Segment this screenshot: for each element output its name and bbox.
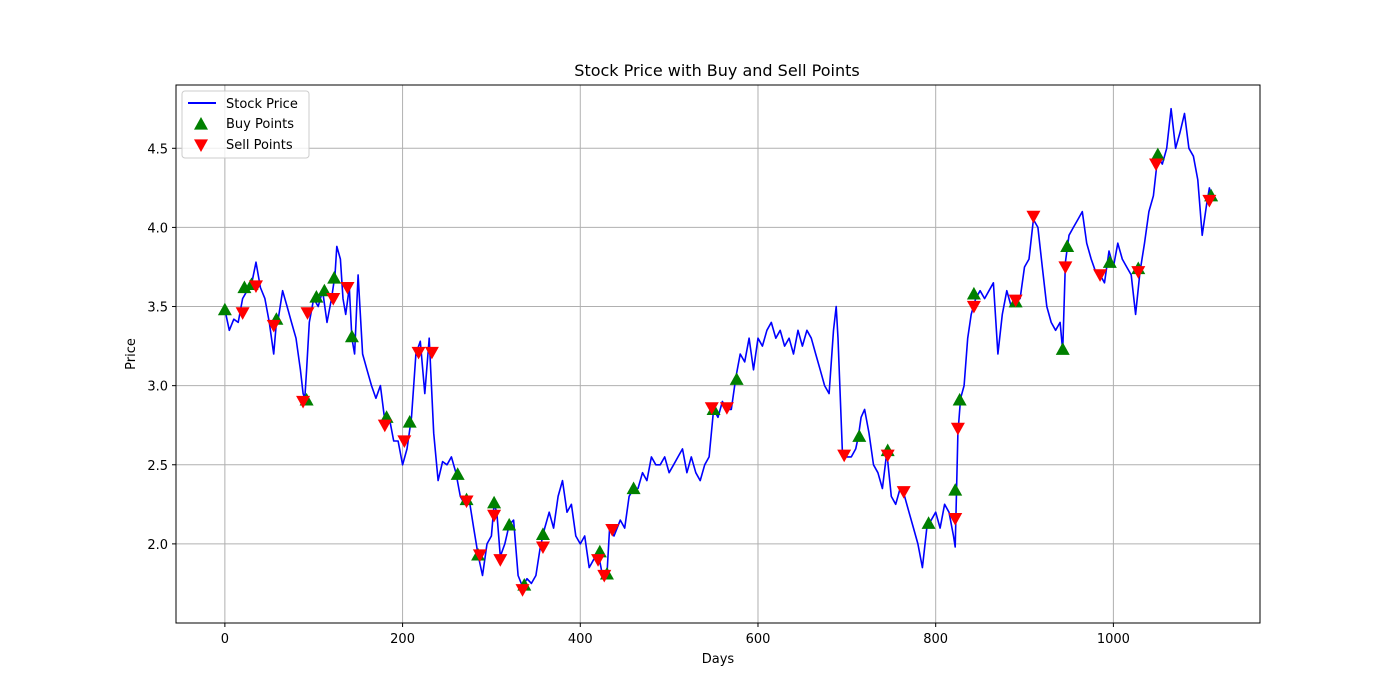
x-axis-label: Days <box>702 652 735 667</box>
buy-point-marker <box>450 467 465 480</box>
buy-point-marker <box>402 415 417 428</box>
sell-point-marker <box>424 346 439 360</box>
sell-point-marker <box>515 584 530 597</box>
sell-point-marker <box>605 524 620 537</box>
grid-layer <box>176 85 1260 623</box>
sell-point-marker <box>597 569 612 583</box>
y-axis-label: Price <box>124 338 139 370</box>
buy-point-marker <box>626 481 641 495</box>
buy-point-marker <box>852 429 867 442</box>
x-tick-label: 800 <box>923 632 948 647</box>
sell-point-marker <box>1008 294 1023 308</box>
sell-point-marker <box>472 549 487 562</box>
sell-point-marker <box>300 307 315 320</box>
legend-buy-swatch <box>194 117 208 130</box>
sell-point-marker <box>296 395 311 409</box>
y-tick-label: 2.5 <box>147 459 168 474</box>
buy-point-marker <box>535 527 550 540</box>
buy-point-marker <box>327 271 342 284</box>
sell-point-marker <box>535 541 550 555</box>
sell-point-marker <box>1026 210 1041 224</box>
buy-point-marker <box>1055 342 1070 355</box>
sell-point-marker <box>948 512 963 526</box>
legend-sell-swatch <box>194 139 208 152</box>
buy-point-marker <box>729 372 744 385</box>
sell-point-marker <box>950 422 965 436</box>
y-tick-label: 2.0 <box>147 538 168 553</box>
tick-layer: 0 200 400 600 800 1000 2.0 2.5 3.0 3.5 4.0 4.5 <box>147 142 1130 647</box>
legend-label-stock-price: Stock Price <box>226 97 298 112</box>
sell-point-marker <box>966 300 981 314</box>
x-tick-label: 0 <box>221 632 229 647</box>
sell-point-marker <box>1149 158 1164 172</box>
sell-point-marker <box>1131 266 1146 279</box>
sell-point-marker <box>493 554 508 567</box>
sell-point-marker <box>719 402 734 415</box>
buy-point-marker <box>966 286 981 300</box>
sell-point-marker <box>704 402 719 415</box>
y-tick-label: 3.0 <box>147 380 168 395</box>
sell-point-marker <box>591 554 606 567</box>
y-tick-label: 3.5 <box>147 301 168 316</box>
x-tick-label: 200 <box>390 632 415 647</box>
legend-box <box>181 90 310 159</box>
sell-point-marker <box>880 449 895 463</box>
buy-point-marker <box>948 483 963 496</box>
y-tick-label: 4.0 <box>147 221 168 236</box>
buy-point-marker <box>502 517 517 531</box>
sell-point-marker <box>397 435 412 449</box>
legend-label-buy-points: Buy Points <box>226 117 294 132</box>
plot-frame <box>175 84 1261 624</box>
buy-point-marker <box>1102 255 1117 268</box>
sell-point-marker <box>896 486 911 499</box>
chart-title: Stock Price with Buy and Sell Points <box>574 61 859 80</box>
sell-point-marker <box>411 346 426 360</box>
sell-point-marker <box>340 281 355 295</box>
legend: Stock Price Buy Points Sell Points <box>181 90 310 159</box>
sell-point-marker <box>377 419 392 433</box>
x-tick-label: 600 <box>746 632 771 647</box>
sell-point-marker <box>837 449 852 463</box>
legend-label-sell-points: Sell Points <box>226 138 293 153</box>
y-tick-label: 4.5 <box>147 142 168 157</box>
x-tick-label: 400 <box>568 632 593 647</box>
sell-point-marker <box>1058 261 1073 274</box>
sell-point-marker <box>326 293 341 306</box>
buy-point-marker <box>217 302 232 316</box>
sell-point-marker <box>487 509 502 523</box>
sell-point-marker <box>459 495 474 509</box>
buy-point-marker <box>1060 239 1075 252</box>
sell-point-marker <box>1202 194 1217 208</box>
buy-point-marker <box>921 516 936 529</box>
sell-point-marker <box>266 319 281 333</box>
sell-point-marker <box>248 280 263 293</box>
sell-point-marker <box>1093 269 1108 282</box>
x-tick-label: 1000 <box>1097 632 1130 647</box>
buy-point-marker <box>344 329 359 343</box>
buy-point-marker <box>1150 147 1165 161</box>
plot-layer <box>217 107 1219 597</box>
buy-point-marker <box>309 290 324 303</box>
sell-point-marker <box>235 307 250 320</box>
buy-point-marker <box>952 392 967 406</box>
buy-point-marker <box>487 495 502 509</box>
buy-point-marker <box>237 280 252 294</box>
